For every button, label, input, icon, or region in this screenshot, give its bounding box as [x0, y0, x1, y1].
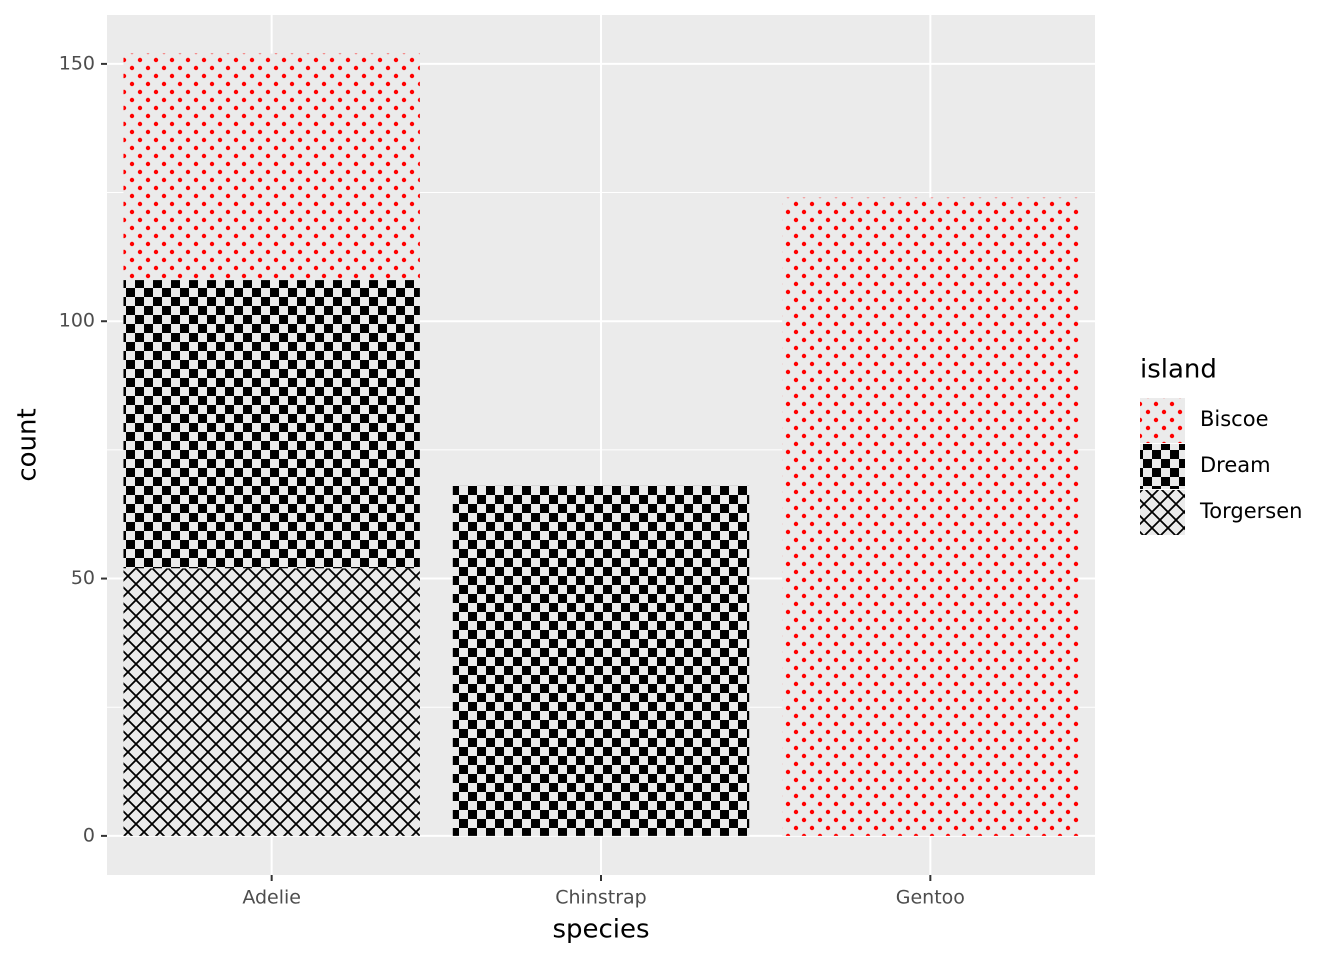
legend-label: Torgersen: [1199, 499, 1302, 523]
x-tick-label: Gentoo: [896, 887, 965, 909]
y-tick-label: 50: [71, 567, 95, 589]
bar-segment: [123, 568, 420, 836]
bar-segment: [123, 280, 420, 569]
legend-title: island: [1140, 355, 1217, 385]
legend-label: Biscoe: [1200, 407, 1269, 431]
y-tick-label: 0: [83, 824, 95, 846]
legend-key: [1140, 398, 1185, 443]
legend-label: Dream: [1200, 453, 1271, 477]
y-tick-label: 100: [59, 310, 95, 332]
y-axis-label: count: [13, 408, 43, 481]
y-tick-label: 150: [59, 52, 95, 74]
x-tick-label: Adelie: [242, 887, 301, 909]
bar-segment: [782, 197, 1079, 836]
x-axis-label: species: [552, 915, 649, 945]
bar-segment: [452, 485, 750, 836]
x-tick-label: Chinstrap: [555, 887, 647, 909]
legend-key: [1140, 490, 1185, 535]
legend-key: [1140, 444, 1185, 489]
bar-segment: [123, 53, 420, 281]
